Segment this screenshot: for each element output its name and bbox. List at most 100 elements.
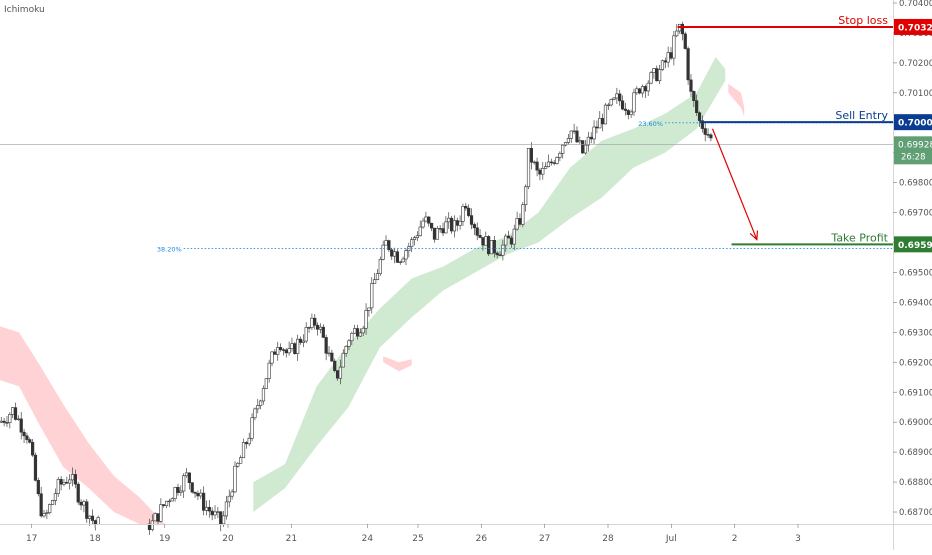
candle-body xyxy=(150,520,154,530)
candle-body xyxy=(370,283,374,309)
y-tick-label: 0.70200 xyxy=(899,59,932,69)
candle-body xyxy=(25,435,29,440)
candle-body xyxy=(250,417,254,439)
candle-body xyxy=(449,217,454,232)
candle-body xyxy=(695,100,699,114)
candle-body xyxy=(666,52,670,63)
candle-body xyxy=(28,439,32,443)
cloud-green xyxy=(253,56,726,513)
fib-label-0: 23.60% xyxy=(638,120,663,128)
candle-body xyxy=(452,220,457,232)
candle-body xyxy=(478,235,482,238)
candle-body xyxy=(592,126,596,140)
candle-body xyxy=(601,118,605,125)
candle-body xyxy=(313,317,317,326)
y-tick-label: 0.68900 xyxy=(899,448,932,458)
x-tick-label: 3 xyxy=(795,534,801,544)
candle-body xyxy=(495,252,499,256)
candle-body xyxy=(373,279,377,284)
candle-body xyxy=(549,161,553,164)
candle-body xyxy=(472,224,476,229)
cloud-red-0 xyxy=(0,326,165,524)
candle-body xyxy=(256,405,260,410)
candle-body xyxy=(689,79,693,92)
x-tick-label: 25 xyxy=(412,534,423,544)
candle-body xyxy=(39,493,43,517)
countdown-label: 26:28 xyxy=(901,152,926,162)
candle-body xyxy=(381,244,385,260)
candle-body xyxy=(603,104,608,125)
candle-body xyxy=(561,144,565,154)
candle-body xyxy=(335,370,340,379)
candle-body xyxy=(632,92,636,113)
candle-body xyxy=(418,226,422,237)
x-tick-label: 2 xyxy=(732,534,738,544)
candle-body xyxy=(247,437,251,445)
candle-body xyxy=(45,512,49,514)
candle-body xyxy=(444,221,448,234)
candle-body xyxy=(481,237,485,246)
level-tag-0 xyxy=(894,18,932,35)
cloud-red-2 xyxy=(728,83,745,117)
candle-body xyxy=(447,217,451,223)
candle-body xyxy=(638,88,642,94)
candle-body xyxy=(435,228,439,240)
candle-body xyxy=(350,332,354,342)
candle-body xyxy=(424,216,428,222)
candle-body xyxy=(173,487,177,499)
x-tick-label: 27 xyxy=(539,534,550,544)
candle-body xyxy=(76,483,80,503)
candle-body xyxy=(316,324,320,330)
candle-body xyxy=(296,338,300,355)
candle-body xyxy=(598,118,602,129)
candle-body xyxy=(193,491,197,494)
candle-body xyxy=(159,504,163,522)
x-tick-label: 28 xyxy=(602,534,614,544)
candle-body xyxy=(655,68,659,82)
candle-body xyxy=(36,480,40,495)
candle-body xyxy=(42,513,46,517)
candle-body xyxy=(321,326,325,338)
candle-body xyxy=(33,454,38,481)
y-tick-label: 0.69700 xyxy=(899,209,932,219)
candle-body xyxy=(0,420,3,423)
candle-body xyxy=(589,136,593,140)
current-price-tag xyxy=(894,136,932,165)
candle-body xyxy=(261,388,266,402)
candle-body xyxy=(239,457,243,464)
candle-body xyxy=(412,237,417,241)
candle-body xyxy=(555,157,559,164)
candle-body xyxy=(182,475,186,492)
candle-body xyxy=(16,418,20,421)
candle-body xyxy=(219,511,223,525)
candle-body xyxy=(489,240,494,255)
candle-body xyxy=(635,88,639,94)
candle-body xyxy=(404,250,408,260)
candle-body xyxy=(703,128,707,135)
candle-body xyxy=(338,366,343,379)
candle-body xyxy=(176,487,180,493)
candle-body xyxy=(563,142,568,146)
candle-body xyxy=(204,506,209,511)
candle-body xyxy=(307,327,311,329)
candle-body xyxy=(518,218,522,225)
x-tick-label: 19 xyxy=(159,534,171,544)
candle-body xyxy=(310,317,314,328)
indicator-label: Ichimoku xyxy=(4,5,45,15)
candle-body xyxy=(358,332,362,337)
candle-body xyxy=(90,515,95,521)
candle-body xyxy=(546,161,551,168)
candle-body xyxy=(267,362,271,379)
candle-body xyxy=(221,515,226,525)
y-tick-label: 0.68700 xyxy=(899,508,932,518)
candle-body xyxy=(162,504,166,506)
candle-body xyxy=(680,23,685,35)
x-tick-label: 21 xyxy=(286,534,297,544)
candle-body xyxy=(353,328,357,334)
candle-body xyxy=(581,140,585,154)
candle-body xyxy=(421,220,425,228)
candle-body xyxy=(318,326,323,330)
